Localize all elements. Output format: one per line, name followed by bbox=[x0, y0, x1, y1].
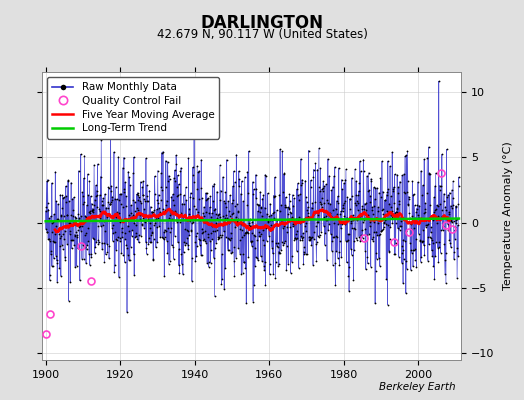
Y-axis label: Temperature Anomaly (°C): Temperature Anomaly (°C) bbox=[503, 142, 512, 290]
Text: 42.679 N, 90.117 W (United States): 42.679 N, 90.117 W (United States) bbox=[157, 28, 367, 41]
Legend: Raw Monthly Data, Quality Control Fail, Five Year Moving Average, Long-Term Tren: Raw Monthly Data, Quality Control Fail, … bbox=[47, 77, 220, 138]
Text: DARLINGTON: DARLINGTON bbox=[201, 14, 323, 32]
Text: Berkeley Earth: Berkeley Earth bbox=[379, 382, 456, 392]
